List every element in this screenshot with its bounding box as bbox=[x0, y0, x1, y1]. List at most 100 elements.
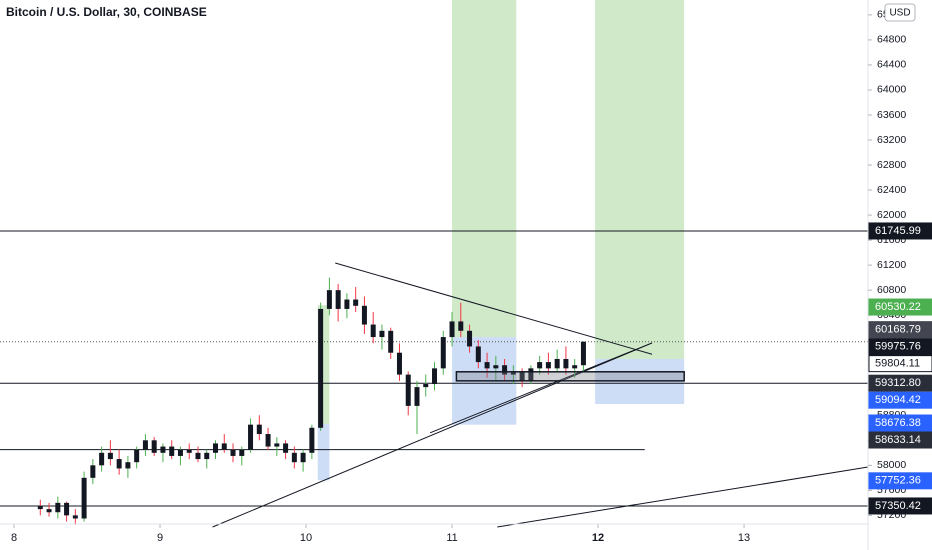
price-tag bbox=[868, 414, 932, 432]
trend-line bbox=[335, 262, 653, 355]
candle-body bbox=[256, 424, 262, 435]
candle-body bbox=[344, 299, 350, 309]
candle-body bbox=[361, 305, 367, 325]
price-tag-label: 58633.14 bbox=[875, 434, 921, 446]
candle-body bbox=[72, 515, 78, 519]
y-tick-label: 62400 bbox=[877, 184, 906, 196]
candle-body bbox=[440, 337, 446, 369]
position-box bbox=[317, 424, 330, 481]
candle-body bbox=[265, 434, 271, 447]
price-tag bbox=[868, 374, 932, 392]
candle-body bbox=[309, 427, 315, 453]
candle-body bbox=[563, 358, 569, 369]
candle-body bbox=[134, 449, 140, 463]
price-tag-label: 57752.36 bbox=[875, 475, 921, 487]
price-tag-label: 59312.80 bbox=[875, 377, 921, 389]
trend-line bbox=[497, 466, 869, 528]
candle-body bbox=[177, 449, 183, 456]
candle-body bbox=[379, 330, 385, 338]
price-tag-label: 61745.99 bbox=[875, 225, 921, 237]
candle-body bbox=[405, 374, 411, 406]
price-tag bbox=[868, 298, 932, 316]
y-tick-label: 64400 bbox=[877, 59, 906, 71]
x-tick-label: 13 bbox=[738, 532, 750, 544]
candle-body bbox=[81, 477, 87, 519]
position-box bbox=[595, 0, 685, 359]
price-tag-label: 59975.76 bbox=[875, 341, 921, 353]
candle-body bbox=[221, 443, 227, 450]
candle-body bbox=[195, 452, 201, 460]
price-tag bbox=[868, 355, 932, 373]
candle-body bbox=[572, 365, 578, 369]
trend-line bbox=[212, 342, 653, 528]
candle-body bbox=[55, 502, 61, 513]
x-tick-label: 12 bbox=[592, 532, 604, 544]
position-box bbox=[317, 305, 330, 425]
candle-body bbox=[449, 321, 455, 338]
currency-badge[interactable] bbox=[884, 3, 916, 22]
candle-body bbox=[46, 509, 52, 513]
price-tag bbox=[868, 321, 932, 339]
candle-body bbox=[64, 502, 70, 516]
candle-body bbox=[519, 371, 525, 381]
y-tick-label: 62000 bbox=[877, 209, 906, 221]
candle-body bbox=[291, 452, 297, 463]
price-tag-label: 59804.11 bbox=[875, 358, 920, 370]
candle-body bbox=[186, 449, 192, 453]
candle-body bbox=[99, 452, 105, 466]
price-tag bbox=[868, 431, 932, 449]
candle-body bbox=[213, 443, 219, 453]
candle-body bbox=[580, 341, 586, 366]
x-tick-label: 11 bbox=[446, 532, 457, 544]
y-tick-label: 62800 bbox=[877, 159, 906, 171]
candle-body bbox=[318, 308, 324, 428]
price-tag-label: 60168.79 bbox=[875, 324, 921, 336]
candle-body bbox=[274, 443, 280, 447]
candle-body bbox=[423, 383, 429, 388]
price-axis: 5720057600580005840058800592005960060000… bbox=[868, 9, 932, 521]
candle-body bbox=[230, 449, 236, 456]
candle-body bbox=[554, 358, 560, 369]
zone-box bbox=[455, 371, 685, 382]
candle-body bbox=[90, 465, 96, 478]
candle-body bbox=[467, 330, 473, 347]
x-tick-label: 8 bbox=[11, 532, 17, 544]
price-tag bbox=[868, 222, 932, 240]
trend-line bbox=[429, 342, 653, 434]
candle-body bbox=[326, 290, 332, 309]
candle-body bbox=[160, 446, 166, 453]
candle-body bbox=[151, 440, 157, 453]
candle-body bbox=[458, 321, 464, 331]
candle-body bbox=[353, 299, 359, 306]
candle-body bbox=[248, 424, 254, 450]
candle-body bbox=[300, 452, 306, 463]
price-tag-label: 58676.38 bbox=[875, 417, 921, 429]
candle-body bbox=[239, 449, 245, 456]
price-tag-label: 59094.42 bbox=[875, 394, 921, 406]
y-tick-label: 61200 bbox=[877, 259, 906, 271]
candle-body bbox=[528, 368, 534, 381]
price-tag-label: 60530.22 bbox=[875, 301, 921, 313]
candle-body bbox=[37, 505, 43, 510]
candle-body bbox=[204, 452, 210, 460]
x-tick-label: 10 bbox=[300, 532, 312, 544]
candle-body bbox=[388, 330, 394, 353]
candle-body bbox=[502, 365, 508, 375]
y-tick-label: 63600 bbox=[877, 109, 906, 121]
position-box bbox=[452, 0, 517, 338]
currency[interactable]: USD bbox=[889, 8, 910, 19]
candle-body bbox=[169, 446, 175, 456]
candle-body bbox=[335, 290, 341, 309]
price-tag bbox=[868, 391, 932, 409]
candle-body bbox=[475, 346, 481, 363]
x-tick-label: 9 bbox=[157, 532, 163, 544]
candle-body bbox=[493, 365, 499, 369]
y-tick-label: 58000 bbox=[877, 459, 906, 471]
y-tick-label: 63200 bbox=[877, 134, 906, 146]
candle-body bbox=[414, 387, 420, 406]
price-tag bbox=[868, 497, 932, 515]
candle-body bbox=[545, 362, 551, 369]
candle-body bbox=[396, 352, 402, 375]
candle-body bbox=[370, 324, 376, 338]
